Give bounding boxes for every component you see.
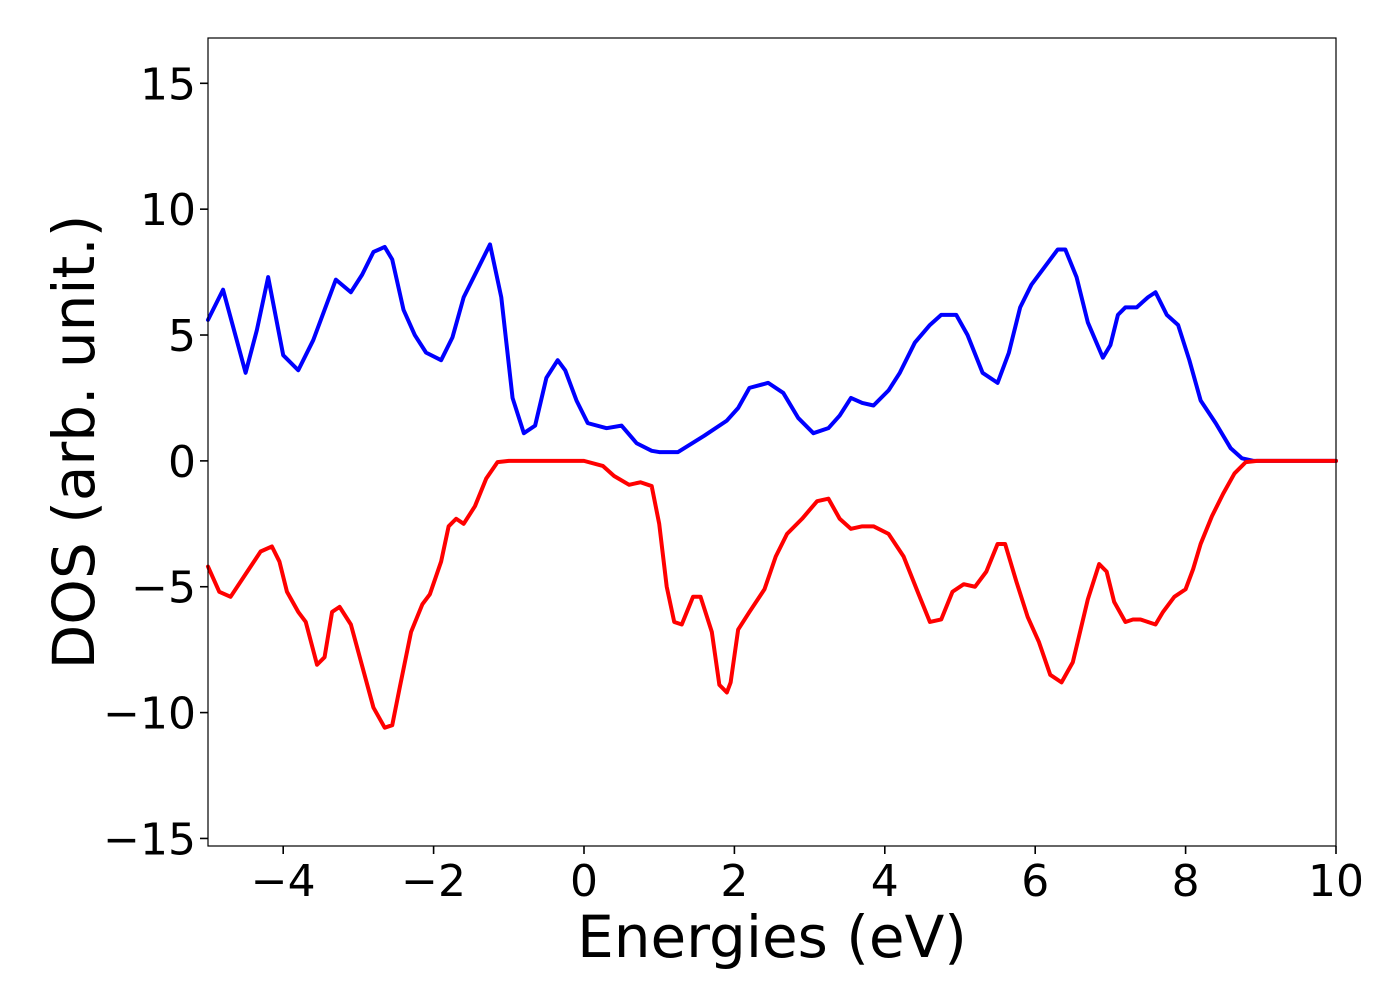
- series-layer: [206, 242, 1338, 730]
- x-tick-label: 0: [570, 856, 598, 907]
- x-tick-label: 8: [1172, 856, 1200, 907]
- y-axis: 15 10 5 0 −5 −10 −15: [103, 59, 208, 865]
- x-tick-label: 10: [1308, 856, 1364, 907]
- series-line-1: [206, 242, 1338, 463]
- x-axis: −4 −2 0 2 4 6 8 10: [251, 846, 1364, 907]
- y-tick-label: 5: [168, 311, 196, 362]
- y-tick-label: −15: [103, 814, 196, 865]
- x-tick-label: −4: [251, 856, 316, 907]
- y-axis-title: DOS (arb. unit.): [40, 215, 108, 670]
- y-tick-label: −10: [103, 689, 196, 740]
- y-tick-label: 10: [140, 185, 196, 236]
- x-tick-label: 6: [1021, 856, 1049, 907]
- x-tick-label: −2: [401, 856, 466, 907]
- x-axis-title: Energies (eV): [577, 903, 967, 971]
- plot-area: −4 −2 0 2 4 6 8 10 15 10 5 0 −5 −10 −15: [103, 37, 1364, 907]
- series-line-2: [206, 458, 1338, 730]
- y-tick-label: 15: [140, 59, 196, 110]
- plot-frame: [207, 37, 1337, 847]
- y-tick-label: −5: [131, 563, 196, 614]
- x-tick-label: 4: [871, 856, 899, 907]
- x-tick-label: 2: [720, 856, 748, 907]
- y-tick-label: 0: [168, 437, 196, 488]
